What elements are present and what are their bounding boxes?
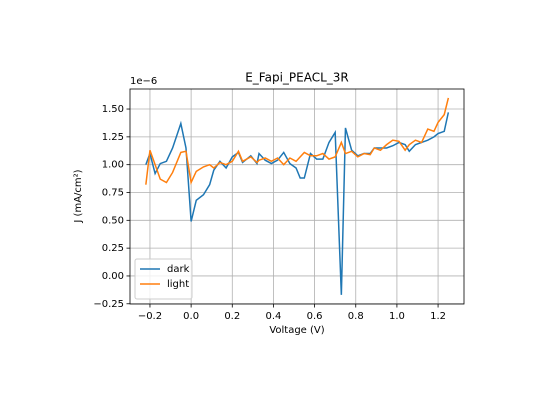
- y-tick-label: 0.75: [102, 187, 124, 198]
- legend-label: dark: [167, 264, 190, 275]
- x-tick-label: −0.2: [138, 311, 162, 322]
- x-tick-label: 0.0: [183, 311, 199, 322]
- legend: dark light: [134, 258, 193, 300]
- x-tick-label: 0.6: [307, 311, 323, 322]
- x-tick-label: 0.2: [224, 311, 240, 322]
- y-tick-label: 1.25: [102, 132, 124, 143]
- y-tick-label: −0.25: [93, 299, 124, 310]
- y-axis-label: J (mA/cm²): [73, 169, 84, 223]
- x-tick-label: 0.8: [348, 311, 364, 322]
- y-tick-label: 0.50: [102, 215, 124, 226]
- legend-label: light: [167, 279, 189, 290]
- data-line: [145, 97, 450, 186]
- x-axis-label: Voltage (V): [269, 325, 324, 336]
- axes-frame: [129, 88, 465, 305]
- offset-text: 1e−6: [130, 76, 157, 87]
- chart-title: E_Fapi_PEACL_3R: [245, 71, 349, 85]
- x-tick-label: 0.4: [265, 311, 281, 322]
- x-tick-label: 1.0: [389, 311, 405, 322]
- x-tick-label: 1.2: [430, 311, 446, 322]
- y-tick-label: 1.50: [102, 104, 124, 115]
- y-tick-label: 0.25: [102, 243, 124, 254]
- y-tick-label: 1.00: [102, 160, 124, 171]
- y-tick-label: 0.00: [102, 271, 124, 282]
